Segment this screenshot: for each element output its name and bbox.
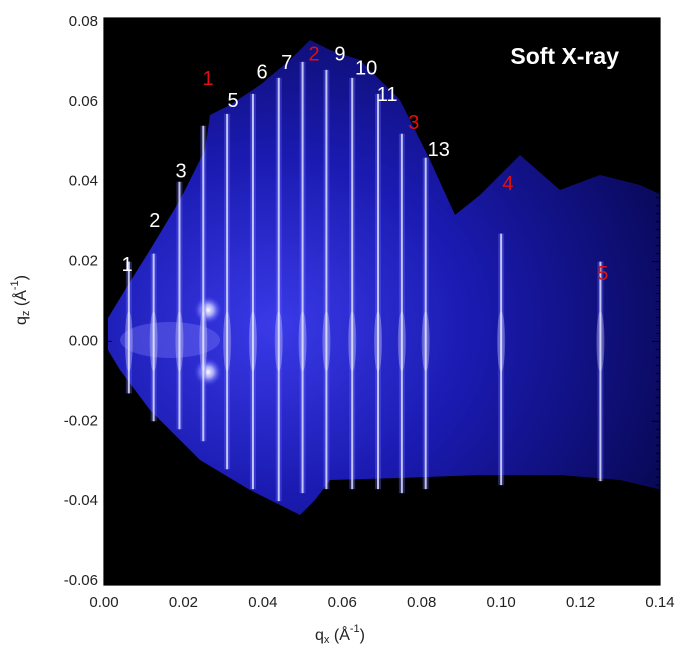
rod-peak — [298, 311, 307, 372]
x-tick-label: 0.08 — [407, 594, 436, 611]
rod-peak — [248, 311, 257, 372]
x-tick-label: 0.06 — [328, 594, 357, 611]
y-label-exp: -1 — [9, 280, 21, 290]
rod-peak — [596, 311, 605, 372]
x-axis-label: qx (Å-1) — [315, 623, 365, 646]
rod-peak — [199, 311, 208, 372]
rod-index-label: 2 — [149, 210, 160, 232]
rod-peak — [274, 311, 283, 372]
x-tick-label: 0.10 — [487, 594, 516, 611]
ticks: 0.00 0.02 0.04 0.06 0.08 0.10 0.12 0.14 -0.06 -0.… — [64, 13, 675, 611]
rod-peak — [322, 311, 331, 372]
rod-index-label: 1 — [121, 254, 132, 276]
panel-label: Soft X-ray — [510, 43, 619, 69]
x-label-close: ) — [360, 627, 365, 644]
rod-peak — [223, 311, 232, 372]
x-label-unit: (Å — [329, 625, 350, 644]
rod-peak — [348, 311, 357, 372]
y-tick-label: 0.08 — [69, 13, 98, 30]
rod-index-label: 5 — [597, 263, 608, 285]
y-label-close: ) — [13, 275, 30, 280]
rod-peak — [175, 311, 184, 372]
beam-region — [120, 322, 220, 358]
y-label-sub: z — [20, 311, 32, 317]
specular-spot — [194, 296, 222, 324]
x-label-exp: -1 — [350, 623, 360, 635]
rod-peak — [397, 311, 406, 372]
rod-peak — [497, 311, 506, 372]
rod-peak — [149, 311, 158, 372]
rod-index-label: 1 — [202, 68, 213, 90]
rod-index-label: 7 — [281, 52, 292, 74]
rod-index-label: 3 — [408, 112, 419, 134]
rod-index-label: 11 — [377, 84, 398, 106]
rod-peak — [374, 311, 383, 372]
rod-index-label: 5 — [228, 90, 239, 112]
x-label-sub: x — [324, 634, 330, 646]
rod-index-label: 9 — [334, 43, 345, 65]
rod-index-label: 2 — [309, 43, 320, 65]
y-label-unit: (Å — [11, 290, 30, 311]
rod-peak — [124, 311, 133, 372]
rod-peak — [421, 311, 430, 372]
rod-index-label: 13 — [428, 139, 450, 161]
y-tick-label: 0.02 — [69, 253, 98, 270]
scattering-region — [108, 40, 660, 515]
detector-image — [108, 40, 660, 515]
rod-index-label: 3 — [175, 160, 186, 182]
rod-index-label: 4 — [502, 173, 513, 195]
rod-index-label: 10 — [355, 57, 377, 79]
y-tick-label: 0.06 — [69, 93, 98, 110]
y-axis-label: qz (Å-1) — [9, 275, 32, 325]
rods — [124, 61, 605, 502]
x-tick-label: 0.00 — [89, 594, 118, 611]
y-tick-label: 0.04 — [69, 173, 98, 190]
y-tick-label: -0.04 — [64, 492, 98, 509]
x-tick-label: 0.02 — [169, 594, 198, 611]
y-tick-label: -0.02 — [64, 412, 98, 429]
rod-index-label: 6 — [257, 61, 268, 83]
y-label-symbol: q — [13, 316, 30, 325]
specular-spot — [194, 358, 222, 386]
x-tick-label: 0.04 — [248, 594, 277, 611]
y-tick-label: -0.06 — [64, 572, 98, 589]
x-tick-label: 0.14 — [645, 594, 674, 611]
x-tick-label: 0.12 — [566, 594, 595, 611]
y-tick-label: 0.00 — [69, 332, 98, 349]
x-label-symbol: q — [315, 627, 324, 644]
